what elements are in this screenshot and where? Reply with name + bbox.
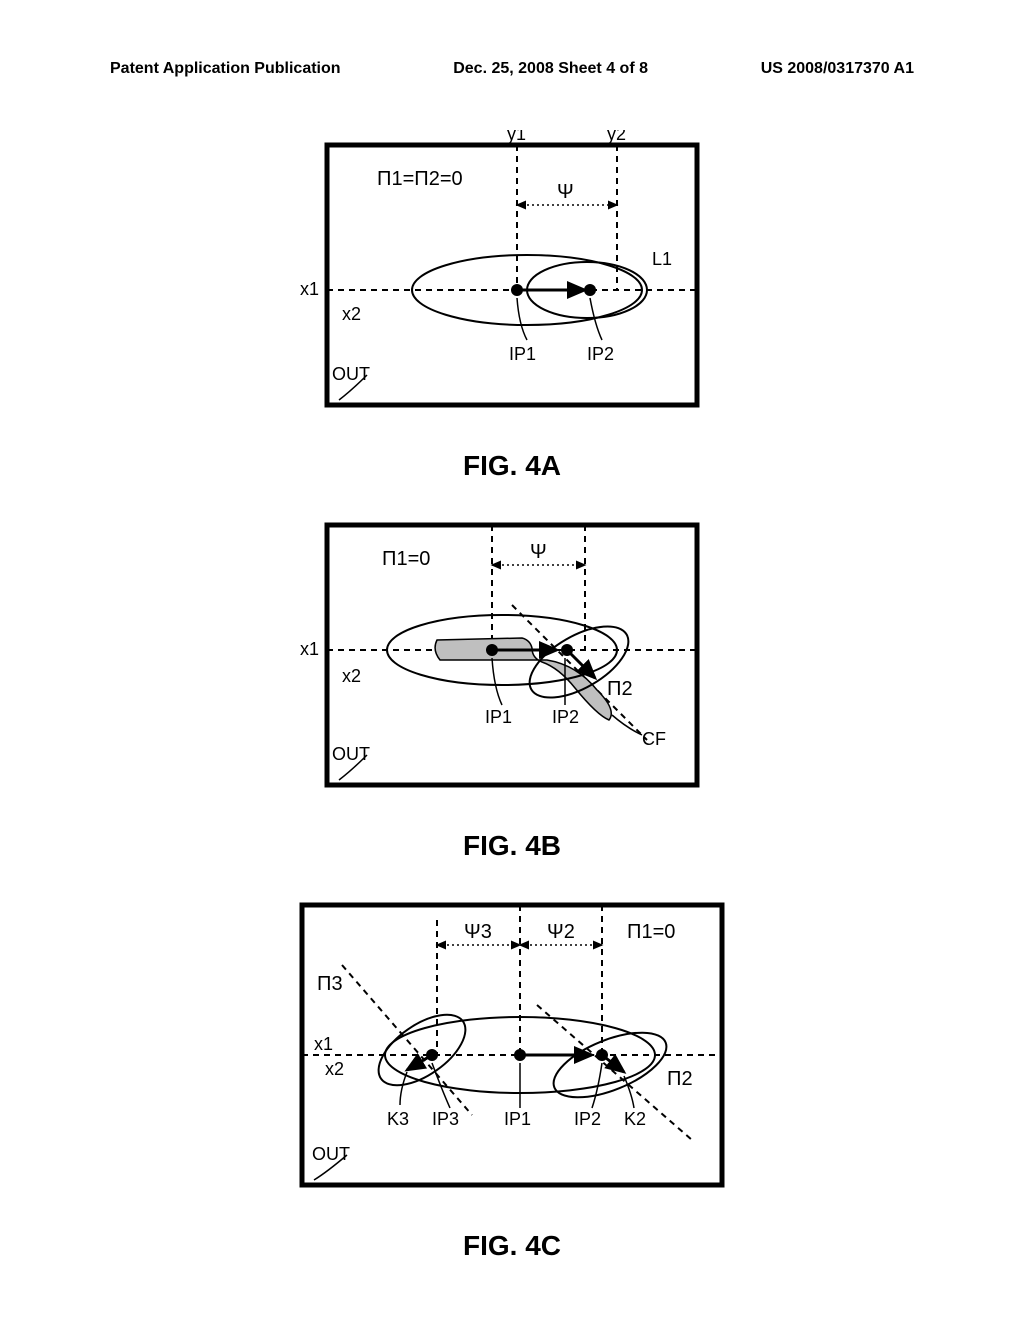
- header-left: Patent Application Publication: [110, 60, 341, 78]
- fig-4a-label: FIG. 4A: [297, 450, 727, 482]
- label-pi1: Π1=0: [382, 548, 430, 570]
- figure-4b: Ψ Π1=0 x1 x2 IP1 IP2 Π2 CF OUT FIG. 4B: [297, 510, 727, 862]
- fig-4a-svg: Ψ y1 y2 Π1=Π2=0 L1 x1 x2 IP1 IP2 OUT: [297, 130, 727, 430]
- label-pi1: Π1=0: [627, 921, 675, 943]
- label-x1: x1: [300, 279, 319, 299]
- label-x2: x2: [342, 304, 361, 324]
- label-y1: y1: [507, 130, 526, 144]
- label-x1: x1: [300, 639, 319, 659]
- label-x2: x2: [342, 666, 361, 686]
- fig-4b-svg: Ψ Π1=0 x1 x2 IP1 IP2 Π2 CF OUT: [297, 510, 727, 810]
- label-l1: L1: [652, 249, 672, 269]
- label-ip3: IP3: [432, 1109, 459, 1129]
- label-ip1: IP1: [509, 344, 536, 364]
- label-pi2: Π2: [607, 678, 633, 700]
- header-center: Dec. 25, 2008 Sheet 4 of 8: [453, 60, 648, 78]
- fig-4c-label: FIG. 4C: [272, 1230, 752, 1262]
- label-out: OUT: [332, 744, 370, 764]
- label-psi: Ψ: [557, 181, 574, 203]
- label-psi3: Ψ3: [464, 921, 492, 943]
- label-ip2: IP2: [574, 1109, 601, 1129]
- fig-4b-label: FIG. 4B: [297, 830, 727, 862]
- page: Patent Application Publication Dec. 25, …: [0, 0, 1024, 1320]
- label-psi2: Ψ2: [547, 921, 575, 943]
- label-ip2: IP2: [587, 344, 614, 364]
- label-ip2: IP2: [552, 707, 579, 727]
- label-x1: x1: [314, 1034, 333, 1054]
- label-k2: K2: [624, 1109, 646, 1129]
- page-header: Patent Application Publication Dec. 25, …: [0, 60, 1024, 78]
- label-ip1: IP1: [485, 707, 512, 727]
- header-right: US 2008/0317370 A1: [761, 60, 914, 78]
- label-y2: y2: [607, 130, 626, 144]
- label-pi: Π1=Π2=0: [377, 168, 463, 190]
- label-out: OUT: [312, 1144, 350, 1164]
- fig-4c-box: [302, 905, 722, 1185]
- label-pi2: Π2: [667, 1068, 693, 1090]
- label-ip1: IP1: [504, 1109, 531, 1129]
- label-out: OUT: [332, 364, 370, 384]
- figure-4a: Ψ y1 y2 Π1=Π2=0 L1 x1 x2 IP1 IP2 OUT FIG…: [297, 130, 727, 482]
- label-k3: K3: [387, 1109, 409, 1129]
- label-cf: CF: [642, 729, 666, 749]
- label-psi: Ψ: [530, 541, 547, 563]
- fig-4c-svg: Ψ3 Ψ2 Π1=0 Π3 Π2 x1 x2 K3 IP3: [272, 890, 752, 1210]
- figure-4c: Ψ3 Ψ2 Π1=0 Π3 Π2 x1 x2 K3 IP3: [272, 890, 752, 1262]
- label-x2: x2: [325, 1059, 344, 1079]
- label-pi3: Π3: [317, 973, 343, 995]
